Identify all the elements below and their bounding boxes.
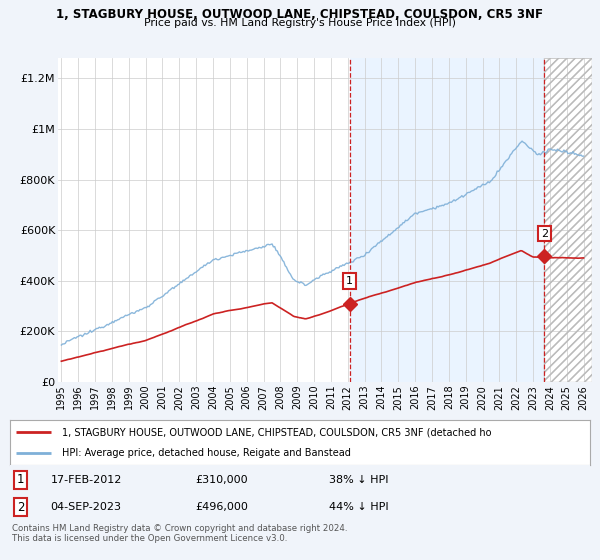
Text: 44% ↓ HPI: 44% ↓ HPI (329, 502, 389, 512)
Text: 1, STAGBURY HOUSE, OUTWOOD LANE, CHIPSTEAD, COULSDON, CR5 3NF (detached ho: 1, STAGBURY HOUSE, OUTWOOD LANE, CHIPSTE… (62, 427, 492, 437)
Text: 04-SEP-2023: 04-SEP-2023 (50, 502, 122, 512)
Text: Contains HM Land Registry data © Crown copyright and database right 2024.
This d: Contains HM Land Registry data © Crown c… (12, 524, 347, 543)
Text: 1: 1 (346, 276, 353, 286)
Bar (350, 58, 544, 382)
Text: 2: 2 (541, 228, 548, 239)
Text: Price paid vs. HM Land Registry's House Price Index (HPI): Price paid vs. HM Land Registry's House … (144, 18, 456, 29)
Text: £310,000: £310,000 (196, 475, 248, 485)
Text: 2: 2 (17, 501, 24, 514)
Text: HPI: Average price, detached house, Reigate and Banstead: HPI: Average price, detached house, Reig… (62, 448, 351, 458)
Text: £496,000: £496,000 (196, 502, 248, 512)
Text: 38% ↓ HPI: 38% ↓ HPI (329, 475, 389, 485)
Text: 17-FEB-2012: 17-FEB-2012 (50, 475, 122, 485)
Bar (544, 58, 592, 382)
Bar (544, 58, 592, 382)
Text: 1, STAGBURY HOUSE, OUTWOOD LANE, CHIPSTEAD, COULSDON, CR5 3NF: 1, STAGBURY HOUSE, OUTWOOD LANE, CHIPSTE… (56, 8, 544, 21)
Text: 1: 1 (17, 473, 24, 486)
